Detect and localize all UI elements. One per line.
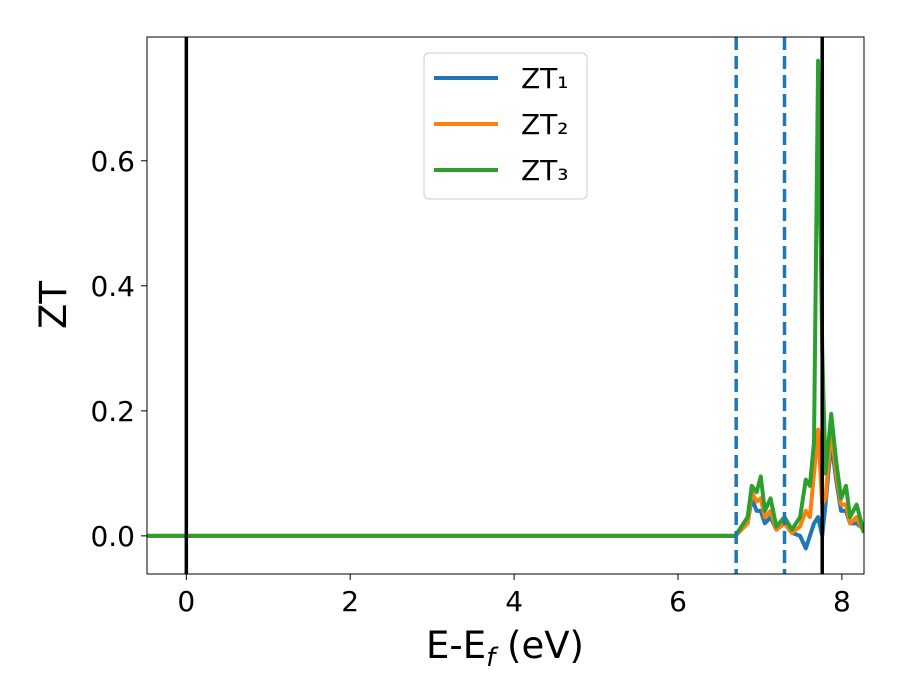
legend-label: ZT₂	[521, 108, 569, 141]
plot-frame	[146, 36, 865, 575]
legend-label: ZT₁	[521, 62, 569, 95]
y-tick-label: 0.2	[90, 395, 135, 428]
y-tick-label: 0.4	[90, 270, 135, 303]
x-tick-label: 2	[341, 585, 359, 618]
y-tick-label: 0.6	[90, 145, 135, 178]
x-tick-label: 4	[505, 585, 523, 618]
x-tick-label: 6	[669, 585, 687, 618]
series-line	[147, 58, 864, 538]
series-line	[147, 427, 864, 538]
x-label-part: E-E	[426, 624, 486, 667]
x-tick-label: 0	[177, 585, 195, 618]
y-axis-label: ZT	[32, 281, 75, 329]
y-tick-label: 0.0	[90, 520, 135, 553]
x-label-part: (eV)	[495, 624, 584, 667]
legend-label: ZT₃	[521, 154, 569, 187]
legend-box	[423, 52, 588, 200]
series-line	[147, 440, 864, 551]
x-axis-label: E-Ef (eV)	[426, 624, 584, 673]
x-tick-label: 8	[833, 585, 851, 618]
